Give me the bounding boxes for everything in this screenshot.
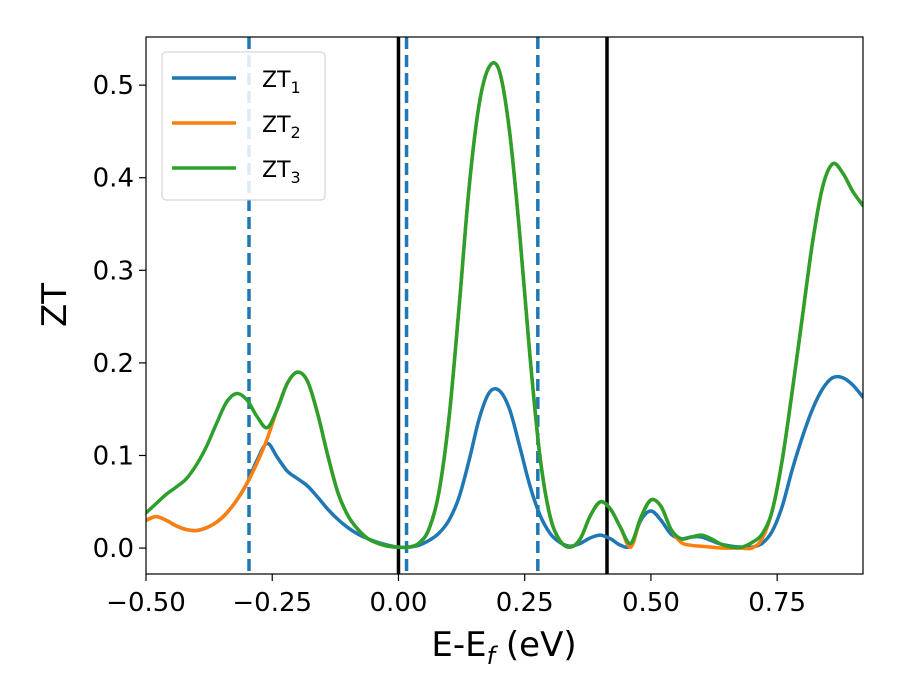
y-tick-label: 0.2 <box>93 349 134 379</box>
y-tick-label: 0.0 <box>93 534 134 564</box>
x-axis-ticks: −0.50 −0.25 0.00 0.25 0.50 0.75 <box>106 574 806 618</box>
series-lines <box>146 61 863 551</box>
x-axis-label: E-Ef (eV) <box>431 625 576 670</box>
x-tick-label: −0.25 <box>232 588 312 618</box>
legend-label-zt1: ZT1 <box>262 68 301 97</box>
y-tick-label: 0.4 <box>93 164 134 194</box>
x-tick-label: −0.50 <box>106 588 186 618</box>
legend-label-zt3: ZT3 <box>262 158 301 187</box>
y-tick-label: 0.1 <box>93 441 134 471</box>
y-axis-label: ZT <box>35 283 75 327</box>
y-tick-label: 0.5 <box>93 71 134 101</box>
plot-frame <box>145 36 864 575</box>
series-line-zt3 <box>146 61 863 550</box>
x-tick-label: 0.00 <box>370 588 428 618</box>
reference-lines <box>247 37 609 574</box>
x-tick-label: 0.50 <box>622 588 680 618</box>
y-tick-label: 0.3 <box>93 256 134 286</box>
legend-label-zt2: ZT2 <box>262 113 301 142</box>
y-axis-ticks: 0.0 0.1 0.2 0.3 0.4 0.5 <box>93 71 146 564</box>
series-line-zt1 <box>146 374 863 550</box>
legend-box <box>161 51 326 201</box>
legend: ZT1 ZT2 ZT3 <box>161 51 326 201</box>
x-tick-label: 0.75 <box>748 588 806 618</box>
x-tick-label: 0.25 <box>496 588 554 618</box>
